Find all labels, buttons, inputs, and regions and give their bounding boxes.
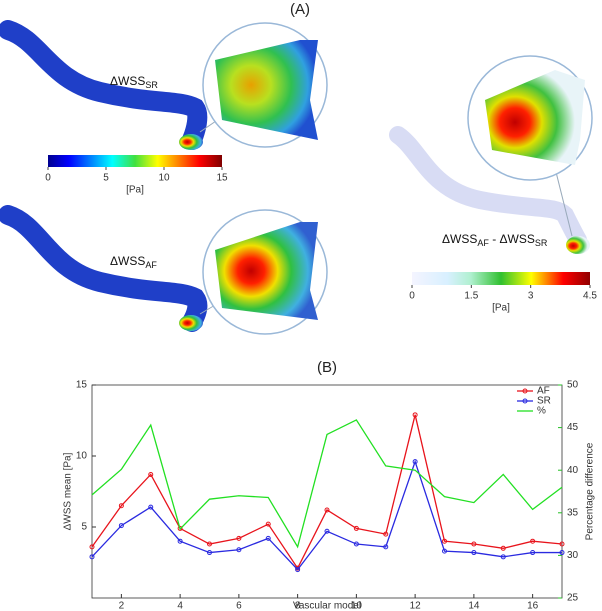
colorbar — [48, 155, 222, 167]
point — [148, 471, 154, 477]
colorbar-tick-label: 0 — [409, 291, 415, 302]
point — [118, 523, 124, 529]
point — [383, 531, 389, 537]
label: ΔWSSSR — [110, 74, 158, 90]
point — [236, 535, 242, 541]
label-sub: SR — [145, 80, 158, 90]
label-sub: AF — [145, 260, 157, 270]
x-tick-label: 12 — [410, 601, 422, 611]
x-tick-label: 2 — [119, 601, 125, 611]
point — [412, 459, 418, 465]
point — [412, 412, 418, 418]
label: ΔWSSAF - ΔWSSSR — [442, 232, 548, 248]
y-tick-label: 15 — [76, 380, 88, 391]
colorbar-unit: [Pa] — [126, 185, 144, 196]
point — [265, 521, 271, 527]
legend-label: AF — [537, 386, 550, 397]
point — [442, 548, 447, 554]
zoom-surface — [215, 40, 318, 140]
point — [207, 550, 212, 556]
point — [471, 541, 477, 547]
y2-tick-label: 25 — [567, 593, 579, 604]
label: ΔWSSAF — [110, 254, 157, 270]
series-line — [91, 459, 562, 571]
vessel-hotspot — [179, 315, 203, 331]
x-tick-label: 10 — [351, 601, 363, 611]
point — [177, 538, 183, 544]
point — [89, 544, 95, 550]
vessel — [0, 205, 208, 332]
label-part: - ΔWSS — [489, 232, 535, 246]
y2-tick-label: 50 — [567, 380, 579, 391]
colorbar-tick-label: 3 — [528, 291, 534, 302]
x-tick-label: 16 — [527, 601, 539, 611]
point — [324, 507, 330, 513]
panel-title: (A) — [290, 1, 310, 18]
point — [324, 528, 330, 534]
chart-title: (B) — [317, 359, 337, 376]
point — [265, 535, 271, 541]
y2-tick-label: 35 — [567, 507, 579, 518]
label-part: ΔWSS — [110, 74, 145, 88]
series-line — [91, 414, 563, 570]
point — [207, 541, 212, 547]
point — [295, 567, 301, 573]
point — [353, 541, 359, 547]
colorbar-tick-label: 5 — [103, 173, 109, 184]
y2-tick-label: 45 — [567, 422, 579, 433]
colorbar-tick-label: 1.5 — [464, 291, 478, 302]
vessel — [0, 20, 208, 150]
colorbar-tick-label: 10 — [158, 173, 170, 184]
colorbar-unit: [Pa] — [492, 303, 510, 314]
point — [559, 550, 565, 556]
point — [471, 550, 477, 556]
y2-tick-label: 30 — [567, 550, 579, 561]
point — [148, 504, 154, 510]
x-axis-label: Vascular model — [293, 601, 361, 611]
legend-label: SR — [537, 396, 551, 407]
colorbar — [412, 272, 590, 285]
y2-axis-label: Percentage difference — [585, 442, 596, 540]
point — [353, 525, 359, 531]
legend-marker — [522, 398, 528, 404]
point — [530, 538, 536, 544]
vessel — [389, 126, 587, 249]
label-part: ΔWSS — [110, 254, 145, 268]
zoom-surface — [215, 222, 318, 320]
x-tick-label: 14 — [468, 601, 480, 611]
y-axis-label: ΔWSS mean [Pa] — [63, 452, 74, 530]
vessel-hotspot — [566, 236, 590, 254]
point — [530, 550, 536, 556]
colorbar-tick-label: 4.5 — [583, 291, 597, 302]
colorbar-tick-label: 15 — [216, 173, 228, 184]
zoom-line — [554, 167, 573, 237]
legend-marker — [522, 388, 528, 394]
vessel-hotspot — [179, 134, 203, 150]
y-tick-label: 10 — [76, 451, 88, 462]
point — [118, 503, 124, 509]
point — [559, 541, 565, 547]
series-line — [91, 419, 563, 549]
y2-tick-label: 40 — [567, 465, 579, 476]
point — [500, 554, 506, 560]
zoom-surface — [485, 70, 585, 165]
point — [442, 538, 447, 544]
y-tick-label: 5 — [81, 522, 87, 533]
point — [236, 547, 242, 553]
point — [500, 545, 506, 551]
colorbar-tick-label: 0 — [45, 173, 51, 184]
x-tick-label: 8 — [295, 601, 301, 611]
label-sub: SR — [535, 238, 548, 248]
point — [177, 525, 183, 531]
label-part: ΔWSS — [442, 232, 477, 246]
point — [89, 554, 95, 560]
x-tick-label: 4 — [177, 601, 183, 611]
legend-label: % — [537, 406, 546, 417]
x-tick-label: 6 — [236, 601, 242, 611]
plot-frame — [91, 384, 563, 599]
label-sub: AF — [477, 238, 489, 248]
point — [383, 544, 389, 550]
